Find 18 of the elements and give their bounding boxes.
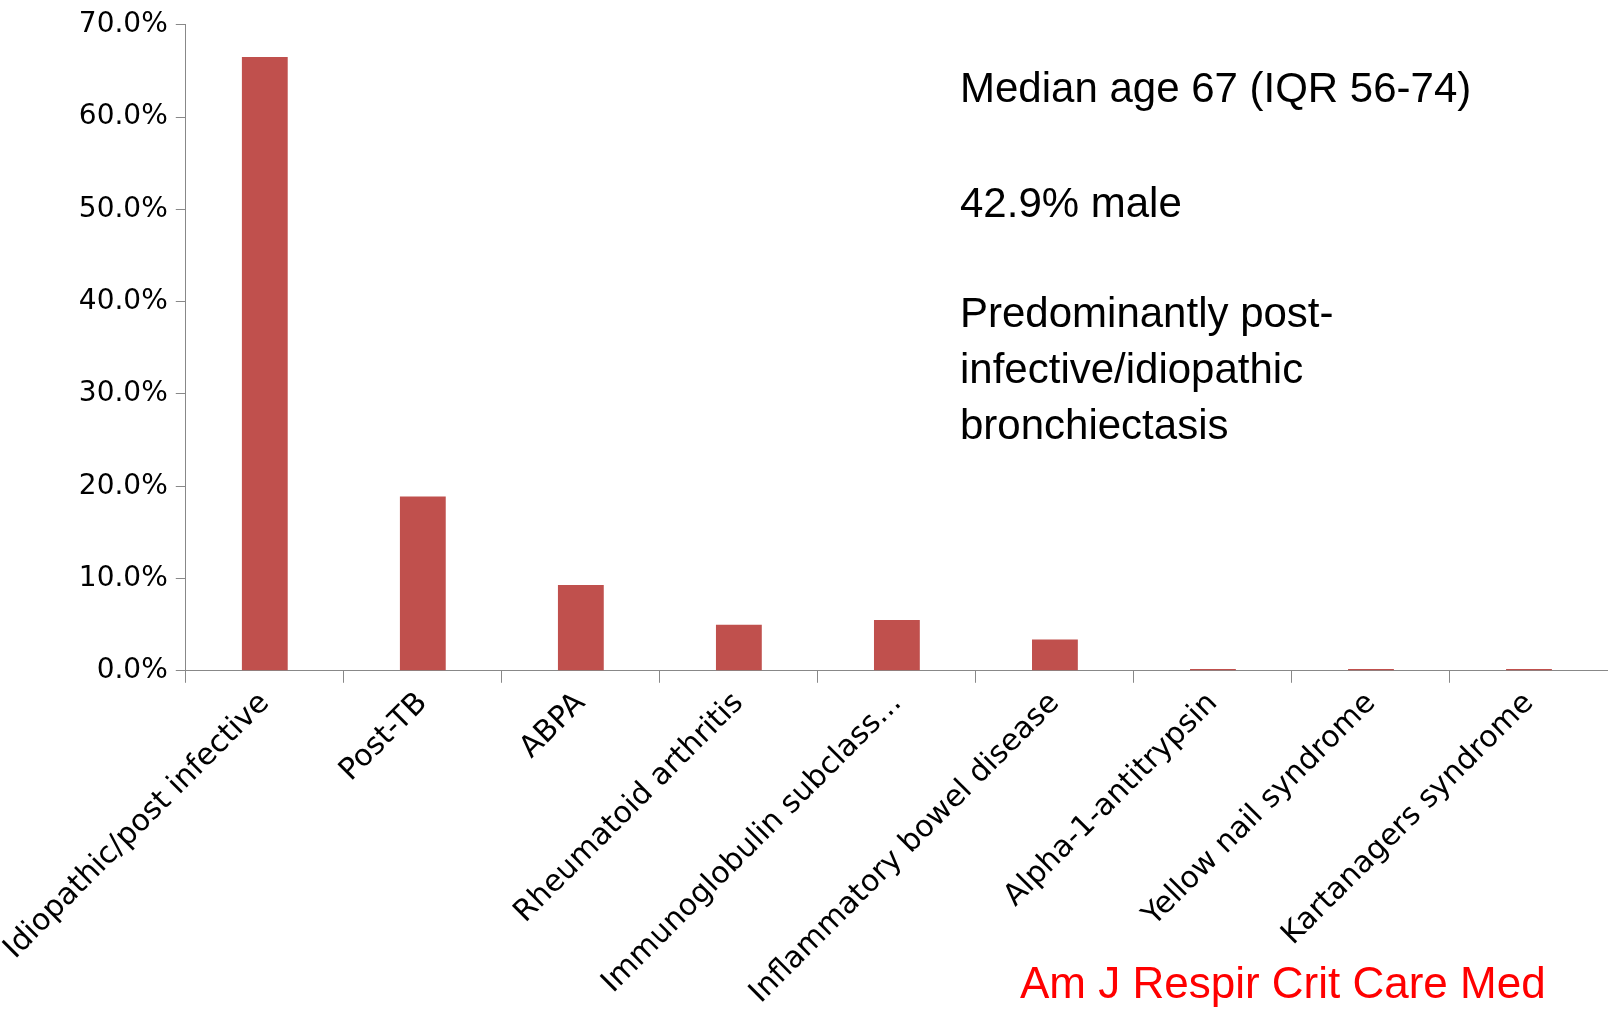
y-tick-label: 70.0% bbox=[78, 6, 168, 40]
bar bbox=[873, 620, 920, 671]
bar bbox=[715, 624, 762, 671]
bar bbox=[399, 496, 446, 671]
annotation: Median age 67 (IQR 56-74) bbox=[960, 63, 1472, 113]
text: Am J Respir Crit Care Med bbox=[1020, 957, 1546, 1009]
y-tick-label: 10.0% bbox=[78, 559, 168, 593]
bar bbox=[241, 57, 288, 671]
bar bbox=[1032, 639, 1078, 671]
annotation: 42.9% male bbox=[960, 178, 1182, 228]
y-tick-label: 40.0% bbox=[78, 282, 168, 316]
annotation: Predominantly post-infective/idiopathic bronchiectasis bbox=[960, 288, 1335, 450]
y-tick-label: 30.0% bbox=[78, 375, 168, 409]
y-tick-label: 0.0% bbox=[96, 652, 168, 686]
y-tick-label: 20.0% bbox=[78, 467, 168, 501]
bar bbox=[557, 584, 604, 671]
y-tick-label: 60.0% bbox=[78, 98, 168, 132]
y-tick-label: 50.0% bbox=[78, 190, 168, 224]
